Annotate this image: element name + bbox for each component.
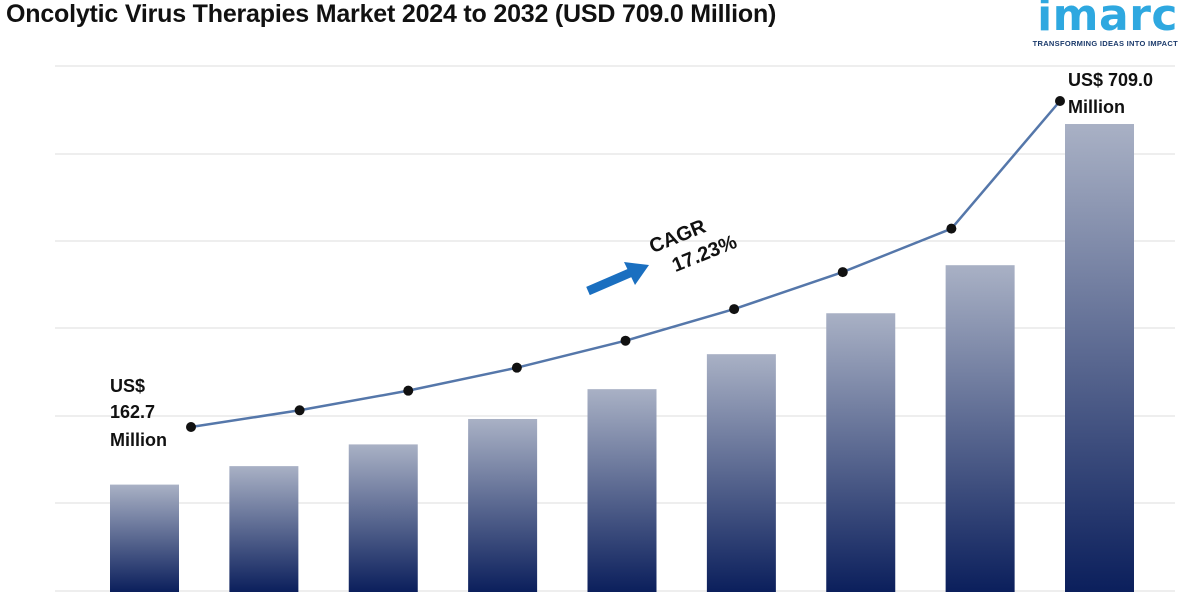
bar-2024 xyxy=(110,484,179,592)
end-label-line2: Million xyxy=(1068,97,1125,117)
trend-point-2030 xyxy=(837,267,848,278)
trend-point-2026 xyxy=(403,385,414,396)
trend-line-group xyxy=(186,96,1065,432)
cagr-arrow-icon xyxy=(586,262,649,296)
cagr-label: CAGR 17.23% xyxy=(646,215,740,277)
bar-2032 xyxy=(1065,124,1134,592)
start-label-line1: US$ xyxy=(110,376,145,396)
trend-point-2027 xyxy=(511,362,522,373)
trend-point-2031 xyxy=(946,223,957,234)
end-label-line1: US$ 709.0 xyxy=(1068,70,1153,90)
trend-point-2028 xyxy=(620,335,631,346)
trend-point-2032 xyxy=(1055,96,1065,106)
bar-2026 xyxy=(348,444,418,592)
bar-2027 xyxy=(468,418,538,592)
bar-2031 xyxy=(945,265,1015,592)
start-label-line2: 162.7 xyxy=(110,402,155,422)
bar-2025 xyxy=(229,466,299,592)
trend-point-2025 xyxy=(294,405,305,416)
bar-2028 xyxy=(587,389,657,592)
bar-2030 xyxy=(826,313,896,592)
bars xyxy=(110,124,1134,592)
chart-title: Oncolytic Virus Therapies Market 2024 to… xyxy=(6,0,777,28)
brand-logo: imarc TRANSFORMING IDEAS INTO IMPACT xyxy=(1028,0,1178,48)
start-label-line3: Million xyxy=(110,430,167,450)
trend-point-2024 xyxy=(186,422,196,432)
brand-tagline: TRANSFORMING IDEAS INTO IMPACT xyxy=(1032,39,1178,48)
bar-2029 xyxy=(706,354,776,592)
brand-name: imarc xyxy=(1037,0,1178,41)
trend-point-2029 xyxy=(729,304,740,315)
